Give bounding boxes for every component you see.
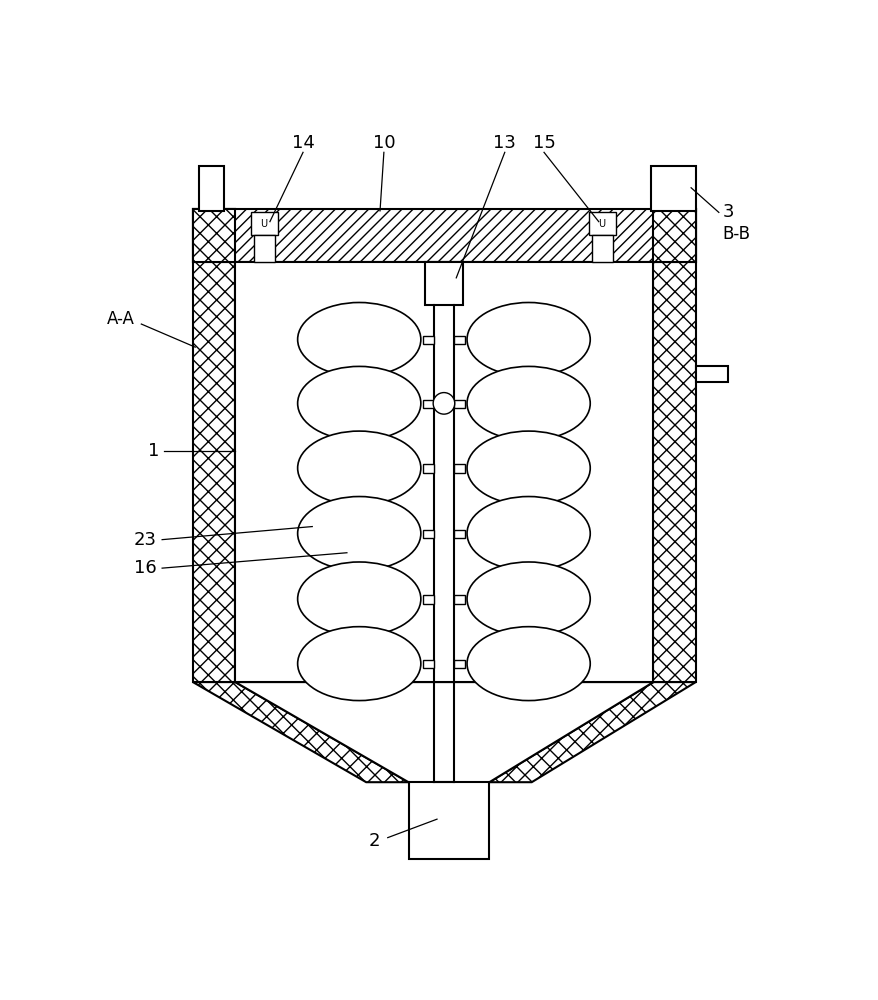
Polygon shape [192,209,235,682]
Text: 23: 23 [133,531,156,549]
Text: A-A: A-A [107,310,135,328]
Ellipse shape [466,366,589,440]
Bar [453,464,464,473]
Bar [588,212,615,235]
Text: 16: 16 [133,559,156,577]
Bar [422,336,434,344]
Bar [422,595,434,604]
Ellipse shape [466,627,589,701]
Polygon shape [652,209,695,682]
Text: 1: 1 [148,442,160,460]
Polygon shape [489,682,695,782]
Bar [254,235,274,262]
Ellipse shape [466,497,589,570]
Bar [453,595,464,604]
Ellipse shape [466,431,589,505]
Bar [591,235,612,262]
Polygon shape [424,262,463,305]
Bar [453,660,464,668]
Ellipse shape [298,431,421,505]
Text: U: U [598,219,605,229]
Polygon shape [235,682,652,782]
Text: 3: 3 [722,203,733,221]
Ellipse shape [298,562,421,636]
Text: 15: 15 [532,134,555,152]
Text: 14: 14 [291,134,314,152]
Bar [422,530,434,538]
Bar [422,660,434,668]
Text: B-B: B-B [722,225,750,243]
Bar [453,530,464,538]
Polygon shape [652,209,695,262]
Text: 10: 10 [372,134,395,152]
Polygon shape [408,782,489,859]
Bar [695,366,727,382]
Ellipse shape [298,497,421,570]
Polygon shape [235,262,652,682]
Ellipse shape [298,366,421,440]
Polygon shape [192,682,408,782]
Ellipse shape [298,302,421,376]
Polygon shape [192,209,235,262]
Bar [422,464,434,473]
Bar [198,166,224,211]
Bar [651,166,695,211]
Text: 2: 2 [368,832,379,850]
Text: 13: 13 [493,134,515,152]
Ellipse shape [298,627,421,701]
Ellipse shape [466,562,589,636]
Bar [422,400,434,408]
Bar [453,400,464,408]
Bar [250,212,277,235]
Polygon shape [192,209,695,262]
Ellipse shape [466,302,589,376]
Text: U: U [260,219,267,229]
Bar [453,336,464,344]
Circle shape [433,393,454,414]
